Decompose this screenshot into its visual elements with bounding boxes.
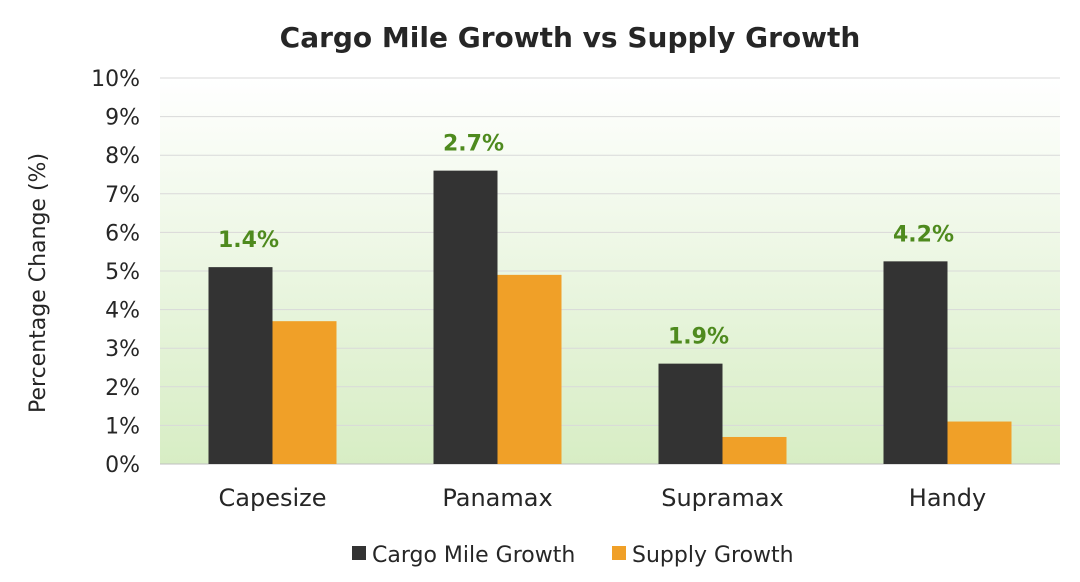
bar-cargo-mile-growth (658, 363, 723, 464)
annotation-label: 1.4% (218, 228, 279, 253)
annotation-label: 2.7% (443, 132, 504, 157)
y-tick-label: 0% (105, 453, 140, 478)
annotation-label: 4.2% (893, 222, 954, 247)
y-tick-label: 7% (105, 183, 140, 208)
legend-label: Supply Growth (632, 543, 794, 568)
bar-supply-growth (722, 436, 787, 464)
bar-cargo-mile-growth (883, 261, 948, 464)
bar-cargo-mile-growth (208, 267, 273, 464)
legend: Cargo Mile Growth Supply Growth (352, 543, 794, 568)
legend-label: Cargo Mile Growth (372, 543, 575, 568)
bar-supply-growth (947, 421, 1012, 464)
y-tick-label: 9% (105, 106, 140, 131)
bars (208, 170, 1012, 464)
y-tick-label: 2% (105, 376, 140, 401)
bar-supply-growth (272, 321, 337, 464)
y-axis-ticks: 0% 1% 2% 3% 4% 5% 6% 7% 8% 9% 10% (91, 67, 140, 478)
x-category-label: Capesize (219, 484, 327, 512)
y-tick-label: 4% (105, 299, 140, 324)
annotation-label: 1.9% (668, 325, 729, 350)
bar-cargo-mile-growth (433, 170, 498, 464)
legend-swatch (612, 546, 626, 560)
bar-supply-growth (497, 274, 562, 464)
y-tick-label: 3% (105, 337, 140, 362)
y-tick-label: 5% (105, 260, 140, 285)
x-category-label: Handy (909, 484, 986, 512)
chart-title: Cargo Mile Growth vs Supply Growth (280, 21, 861, 54)
annotations: 1.4% 2.7% 1.9% 4.2% (218, 132, 954, 350)
y-axis-label: Percentage Change (%) (26, 153, 51, 413)
y-tick-label: 10% (91, 67, 140, 92)
legend-swatch (352, 546, 366, 560)
x-category-label: Supramax (661, 484, 784, 512)
y-tick-label: 6% (105, 221, 140, 246)
x-axis-categories: Capesize Panamax Supramax Handy (219, 484, 987, 512)
x-category-label: Panamax (442, 484, 552, 512)
y-tick-label: 1% (105, 414, 140, 439)
y-tick-label: 8% (105, 144, 140, 169)
